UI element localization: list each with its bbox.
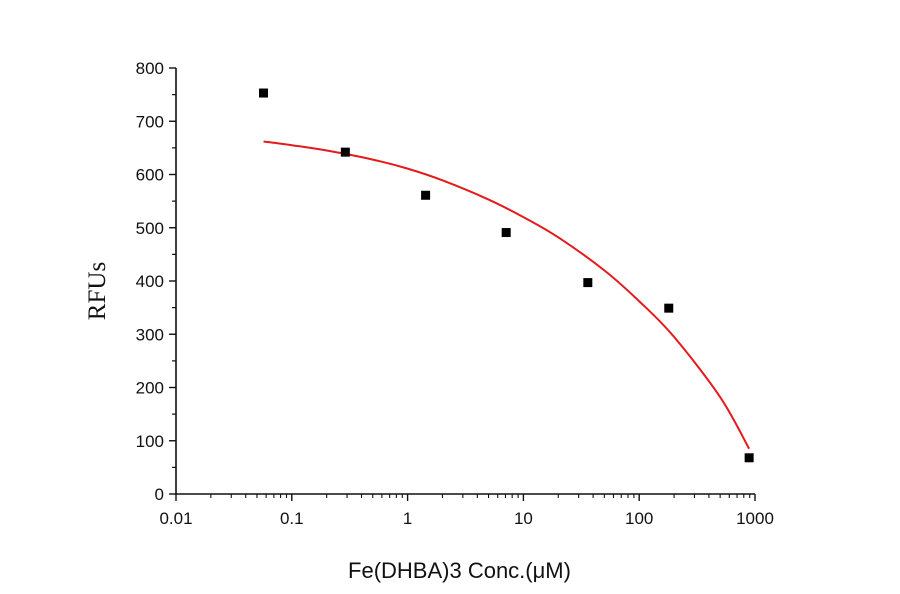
y-tick-label: 600 xyxy=(136,166,164,185)
x-tick-label: 10 xyxy=(514,509,533,528)
data-point xyxy=(744,453,754,463)
y-tick-label: 100 xyxy=(136,432,164,451)
data-points-layer xyxy=(259,88,754,463)
data-point xyxy=(664,303,674,313)
y-tick-label: 0 xyxy=(155,485,164,504)
y-tick-label: 800 xyxy=(136,59,164,78)
x-tick-label: 0.1 xyxy=(280,509,304,528)
y-tick-label: 700 xyxy=(136,112,164,131)
y-axis-title: RFUs xyxy=(84,262,111,320)
y-tick-label: 200 xyxy=(136,379,164,398)
x-axis-title: Fe(DHBA)3 Conc.(μM) xyxy=(348,558,571,583)
data-point xyxy=(583,278,593,288)
axes-layer: 0 100 200 300 400 500 600 700 800 0.01 0.1 1 10 100 1… xyxy=(136,59,774,528)
y-tick-label: 500 xyxy=(136,219,164,238)
data-point xyxy=(421,190,431,200)
fit-curve-layer xyxy=(263,140,751,450)
data-point xyxy=(259,88,269,98)
x-tick-label: 1 xyxy=(403,509,412,528)
data-point xyxy=(501,228,511,238)
y-tick-label: 400 xyxy=(136,272,164,291)
y-axis-ticks: 0 100 200 300 400 500 600 700 800 xyxy=(136,59,176,504)
x-axis-ticks: 0.01 0.1 1 10 100 1000 xyxy=(159,494,774,528)
x-tick-label: 1000 xyxy=(736,509,774,528)
x-tick-label: 100 xyxy=(625,509,653,528)
fit-curve-line xyxy=(263,140,751,450)
y-tick-label: 300 xyxy=(136,325,164,344)
data-point xyxy=(340,147,350,157)
x-tick-label: 0.01 xyxy=(159,509,192,528)
